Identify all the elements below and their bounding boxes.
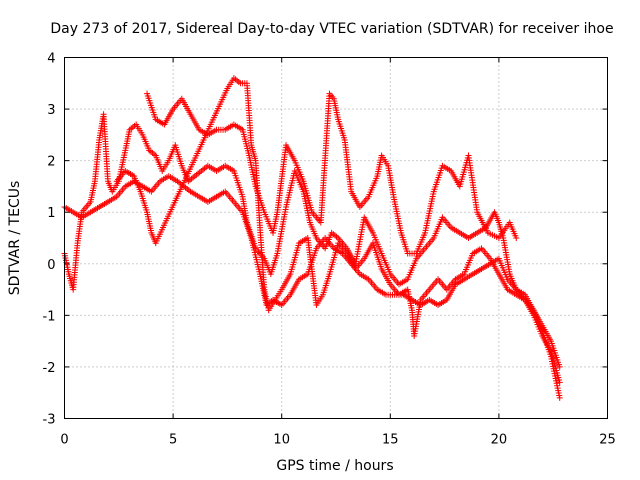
y-tick-label: 2 bbox=[47, 155, 55, 170]
grid bbox=[64, 57, 608, 419]
data-point bbox=[556, 379, 563, 386]
y-tick-label: -3 bbox=[43, 413, 56, 428]
y-tick-label: -1 bbox=[43, 309, 56, 324]
plot-frame bbox=[64, 57, 608, 419]
series-track-d bbox=[113, 75, 563, 386]
x-axis-label: GPS time / hours bbox=[276, 458, 393, 474]
y-tick-label: 3 bbox=[47, 103, 55, 118]
y-tick-label: 4 bbox=[47, 52, 55, 67]
data-point bbox=[556, 394, 563, 401]
x-tick-label: 15 bbox=[382, 433, 399, 448]
data-points bbox=[61, 75, 563, 401]
data-point bbox=[513, 235, 520, 241]
x-tick-label: 10 bbox=[273, 433, 290, 448]
y-axis-label: SDTVAR / TECUs bbox=[7, 181, 23, 296]
x-tick-label: 5 bbox=[169, 433, 177, 448]
data-point bbox=[556, 363, 563, 370]
x-tick-label: 20 bbox=[491, 433, 508, 448]
x-tick-label: 25 bbox=[599, 433, 616, 448]
y-tick-label: 0 bbox=[47, 258, 55, 273]
series-track-c bbox=[144, 90, 520, 257]
y-tick-label: 1 bbox=[47, 206, 55, 221]
chart-title: Day 273 of 2017, Sidereal Day-to-day VTE… bbox=[50, 21, 613, 37]
x-tick-label: 0 bbox=[60, 433, 68, 448]
y-tick-label: -2 bbox=[43, 361, 56, 376]
